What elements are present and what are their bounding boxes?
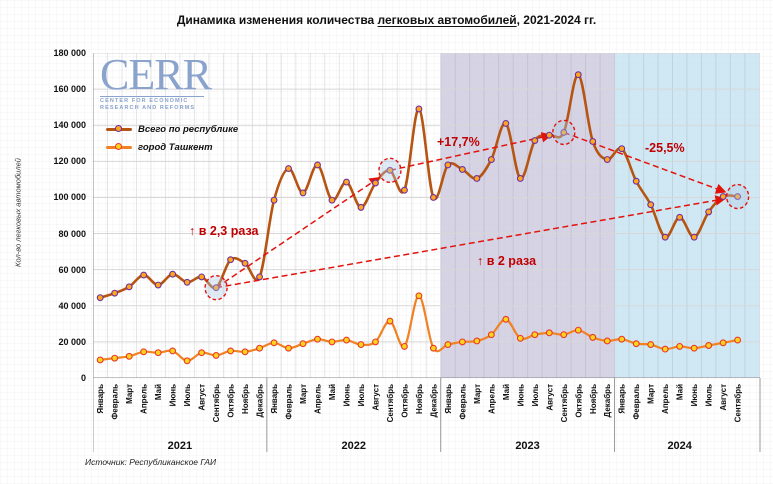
- svg-text:Октябрь: Октябрь: [400, 384, 409, 418]
- svg-text:↑ в 2 раза: ↑ в 2 раза: [477, 254, 537, 268]
- y-tick-label: 100 000: [53, 192, 86, 203]
- svg-text:Июнь: Июнь: [169, 384, 178, 406]
- svg-text:Февраль: Февраль: [458, 384, 467, 420]
- cerr-logo-word: CERR: [100, 50, 212, 99]
- legend-item-total: Всего по республике: [106, 120, 238, 138]
- svg-text:-25,5%: -25,5%: [645, 141, 685, 155]
- svg-text:Ноябрь: Ноябрь: [589, 384, 598, 414]
- month-labels: Январь Февраль Март Апрель Май Июнь Июль Август…: [96, 384, 742, 422]
- svg-text:Апрель: Апрель: [314, 384, 323, 414]
- svg-text:Август: Август: [372, 384, 381, 411]
- svg-text:Апрель: Апрель: [140, 384, 149, 414]
- svg-text:Март: Март: [647, 384, 656, 404]
- svg-text:2023: 2023: [515, 440, 539, 452]
- chart-title-underlined: легковых автомобилей: [377, 13, 517, 27]
- svg-text:Сентябрь: Сентябрь: [560, 384, 569, 422]
- series-markers-1: [96, 292, 742, 365]
- svg-text:Апрель: Апрель: [661, 384, 670, 414]
- svg-text:Март: Март: [299, 384, 308, 404]
- svg-text:Январь: Январь: [444, 384, 453, 414]
- svg-text:Март: Март: [473, 384, 482, 404]
- svg-text:2022: 2022: [341, 440, 365, 452]
- svg-text:Сентябрь: Сентябрь: [386, 384, 395, 422]
- x-axis: Январь Февраль Март Апрель Май Июнь Июль Август…: [93, 378, 761, 452]
- svg-text:+17,7%: +17,7%: [437, 135, 480, 149]
- chart-title: Динамика изменения количества легковых а…: [0, 13, 773, 27]
- band-2024: [614, 53, 760, 378]
- svg-text:Май: Май: [502, 384, 511, 400]
- y-tick-label: 60 000: [58, 264, 86, 275]
- svg-text:Ноябрь: Ноябрь: [415, 384, 424, 414]
- svg-text:2024: 2024: [667, 440, 692, 452]
- svg-text:2021: 2021: [168, 440, 192, 452]
- legend: Всего по республике город Ташкент: [106, 120, 238, 156]
- svg-text:Июль: Июль: [357, 384, 366, 406]
- svg-text:Февраль: Февраль: [285, 384, 294, 420]
- y-tick-label: 20 000: [58, 336, 86, 347]
- legend-item-tashkent: город Ташкент: [106, 138, 238, 156]
- cerr-logo: CERR CENTER FOR ECONOMIC RESEARCH AND RE…: [100, 50, 220, 111]
- svg-text:Декабрь: Декабрь: [603, 384, 612, 418]
- svg-text:↑ в 2,3 раза: ↑ в 2,3 раза: [189, 224, 260, 238]
- svg-text:Январь: Январь: [270, 384, 279, 414]
- svg-text:Июнь: Июнь: [343, 384, 352, 406]
- svg-text:Апрель: Апрель: [487, 384, 496, 414]
- svg-text:Декабрь: Декабрь: [429, 384, 438, 418]
- svg-text:Сентябрь: Сентябрь: [734, 384, 743, 422]
- legend-marker-total-icon: [106, 125, 132, 133]
- year-separators: [93, 378, 761, 452]
- svg-text:Июнь: Июнь: [516, 384, 525, 406]
- svg-text:Август: Август: [545, 384, 554, 411]
- y-tick-label: 180 000: [53, 48, 86, 58]
- svg-text:Июнь: Июнь: [690, 384, 699, 406]
- svg-text:Октябрь: Октябрь: [227, 384, 236, 418]
- y-tick-label: 0: [80, 373, 86, 383]
- svg-text:Февраль: Февраль: [632, 384, 641, 420]
- legend-label-total: Всего по республике: [138, 123, 239, 135]
- cerr-logo-tagline-2: RESEARCH AND REFORMS: [100, 104, 196, 111]
- chart-title-prefix: Динамика изменения количества: [176, 13, 378, 27]
- series-markers-0: [96, 71, 742, 302]
- y-tick-label: 40 000: [58, 300, 86, 311]
- svg-text:Июль: Июль: [705, 384, 714, 406]
- cerr-logo-tagline: CENTER FOR ECONOMIC RESEARCH AND REFORMS: [100, 96, 204, 111]
- svg-text:Август: Август: [719, 384, 728, 411]
- source-note: Источник: Республиканское ГАИ: [85, 457, 217, 467]
- y-tick-label: 160 000: [53, 84, 86, 95]
- svg-text:Июль: Июль: [531, 384, 540, 406]
- y-tick-label: 140 000: [53, 120, 86, 131]
- svg-text:Январь: Январь: [618, 384, 627, 414]
- chart-title-suffix: , 2021-2024 гг.: [516, 13, 597, 27]
- svg-text:Сентябрь: Сентябрь: [212, 384, 221, 422]
- annotations: ↑ в 2,3 раза +17,7% -25,5% ↑ в 2 раза: [189, 135, 685, 268]
- svg-text:Август: Август: [198, 384, 207, 411]
- legend-marker-tashkent-icon: [106, 143, 132, 151]
- svg-text:Январь: Январь: [96, 384, 105, 414]
- svg-text:Март: Март: [125, 384, 134, 404]
- highlight-circles: [204, 119, 750, 301]
- legend-label-tashkent: город Ташкент: [138, 141, 213, 153]
- svg-text:Декабрь: Декабрь: [256, 384, 265, 418]
- svg-text:Февраль: Февраль: [111, 384, 120, 420]
- gridlines: [93, 53, 760, 378]
- svg-text:Июль: Июль: [183, 384, 192, 406]
- svg-text:Май: Май: [676, 384, 685, 400]
- svg-text:Май: Май: [154, 384, 163, 400]
- svg-text:Май: Май: [328, 384, 337, 400]
- svg-text:Ноябрь: Ноябрь: [241, 384, 250, 414]
- year-labels: 2021 2022 2023 2024: [168, 440, 693, 452]
- y-tick-label: 80 000: [58, 228, 86, 239]
- plot-area: ↑ в 2,3 раза +17,7% -25,5% ↑ в 2 раза: [93, 53, 760, 378]
- y-tick-label: 120 000: [53, 156, 86, 167]
- svg-text:Октябрь: Октябрь: [574, 384, 583, 418]
- cerr-logo-tagline-1: CENTER FOR ECONOMIC: [100, 98, 189, 104]
